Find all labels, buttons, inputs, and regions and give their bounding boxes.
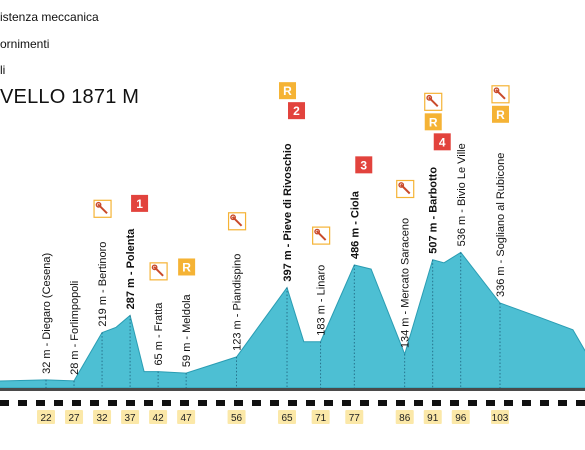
km-tick-10: 86 <box>399 413 411 424</box>
point-label-7: 397 m - Pieve di Rivoschio <box>282 143 294 281</box>
svg-text:R: R <box>283 84 292 98</box>
point-label-13: 336 m - Sogliano al Rubicone <box>495 153 507 297</box>
refreshment-badge-7: R <box>492 105 509 123</box>
km-tick-2: 32 <box>96 413 108 424</box>
assistance-icon-8 <box>93 199 112 218</box>
km-box-11 <box>423 410 442 424</box>
km-tick-9: 77 <box>349 413 361 424</box>
axis-baseline <box>0 388 585 391</box>
legend-supplies: ornimenti <box>0 37 50 51</box>
svg-text:R: R <box>429 115 438 129</box>
point-label-10: 134 m - Mercato Saraceno <box>400 218 412 348</box>
km-box-6 <box>227 410 246 424</box>
svg-text:4: 4 <box>439 135 446 149</box>
km-box-0 <box>37 410 55 424</box>
km-box-5 <box>177 410 196 424</box>
climb-badge-0: 1 <box>131 194 149 212</box>
assistance-icon-13 <box>424 92 443 111</box>
km-box-9 <box>345 410 364 424</box>
km-tick-0: 22 <box>40 413 52 424</box>
point-label-0: 32 m - Diegaro (Cesena) <box>41 253 53 374</box>
point-label-1: 28 m - Forlimpopoli <box>69 281 81 375</box>
km-box-7 <box>278 410 297 424</box>
point-label-12: 536 m - Bivio Le Ville <box>456 143 468 246</box>
assistance-icon-14 <box>491 85 510 104</box>
point-label-4: 65 m - Fratta <box>153 302 165 366</box>
climb-badge-1: 2 <box>288 102 306 120</box>
point-label-11: 507 m - Barbotto <box>428 167 440 254</box>
km-tick-11: 91 <box>427 413 439 424</box>
km-tick-4: 42 <box>153 413 165 424</box>
km-box-12 <box>451 410 470 424</box>
svg-text:1: 1 <box>136 197 143 211</box>
km-box-8 <box>311 410 330 424</box>
assistance-icon-10 <box>227 212 247 231</box>
km-tick-5: 47 <box>181 413 193 424</box>
km-tick-1: 27 <box>68 413 80 424</box>
refreshment-badge-6: R <box>424 113 442 131</box>
assistance-icon-12 <box>396 179 415 199</box>
svg-text:R: R <box>496 108 505 122</box>
svg-text:3: 3 <box>360 158 367 172</box>
km-box-2 <box>93 410 112 424</box>
km-tick-6: 56 <box>231 413 243 424</box>
refreshment-badge-5: R <box>178 258 196 276</box>
point-label-5: 59 m - Meldola <box>181 293 193 367</box>
peak-title: VELLO 1871 M <box>0 86 140 108</box>
point-label-9: 486 m - Ciola <box>349 190 361 259</box>
point-label-3: 287 m - Polenta <box>125 228 137 310</box>
climb-badge-3: 4 <box>433 133 451 151</box>
legend-other: li <box>0 63 6 77</box>
km-tick-8: 71 <box>315 413 327 424</box>
point-label-2: 219 m - Bertinoro <box>97 242 109 327</box>
legend-assistance: istenza meccanica <box>0 10 99 24</box>
svg-text:R: R <box>182 260 191 274</box>
km-box-13 <box>491 410 509 424</box>
km-tick-12: 96 <box>455 413 467 424</box>
km-box-10 <box>395 410 414 424</box>
point-label-6: 123 m - Piandispino <box>232 254 244 351</box>
profile-area <box>0 251 585 389</box>
km-tick-13: 103 <box>492 413 509 424</box>
km-box-1 <box>65 410 84 424</box>
km-tick-7: 65 <box>281 413 293 424</box>
refreshment-badge-4: R <box>279 82 297 100</box>
assistance-icon-9 <box>149 262 168 281</box>
km-tick-3: 37 <box>125 413 137 424</box>
svg-text:2: 2 <box>293 104 300 118</box>
assistance-icon-11 <box>312 226 331 245</box>
climb-badge-2: 3 <box>355 156 373 174</box>
point-label-8: 183 m - Linaro <box>316 265 328 336</box>
km-box-4 <box>149 410 168 424</box>
km-box-3 <box>121 410 140 424</box>
